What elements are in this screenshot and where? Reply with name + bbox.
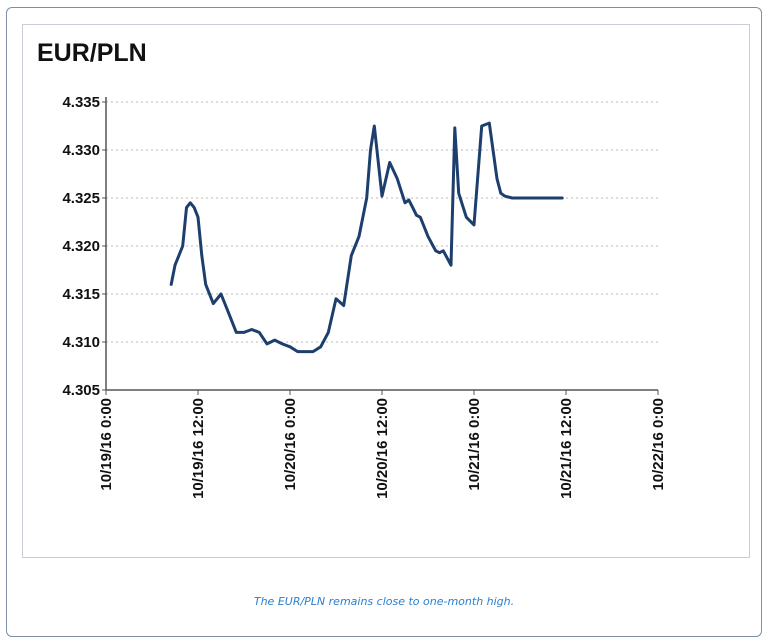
chart-frame: EUR/PLN 4.335 4.330 4.325 4.320 4.315 4.310 4.… [22,24,750,558]
x-tick-label: 10/21/16 0:00 [466,398,483,491]
y-tick-label: 4.330 [62,142,100,159]
x-tick-label: 10/21/16 12:00 [558,398,575,499]
x-tick-label: 10/19/16 12:00 [190,398,207,499]
y-tick-label: 4.320 [62,238,100,255]
y-tick-label: 4.315 [62,286,100,303]
y-tick-label: 4.310 [62,334,100,351]
y-tick-label: 4.325 [62,190,100,207]
series-line [169,121,564,354]
x-tick-label: 10/19/16 0:00 [98,398,115,491]
y-tick-label: 4.335 [62,94,100,111]
x-tick-label: 10/22/16 0:00 [650,398,667,491]
chart-svg: EUR/PLN 4.3354.3304.3254.3204.3154.3104.… [37,39,667,499]
x-tick-label: 10/20/16 0:00 [282,398,299,491]
y-tick-label: 4.305 [62,382,100,399]
x-tick-labels: 10/19/16 0:00 10/19/16 12:00 10/20/16 0:00… [98,398,667,499]
y-tick-labels: 4.335 4.330 4.325 4.320 4.315 4.310 4.305 [62,94,100,399]
axes [102,97,659,395]
chart-caption: The EUR/PLN remains close to one-month h… [253,595,515,608]
chart-title: EUR/PLN [37,39,147,67]
x-tick-label: 10/20/16 12:00 [374,398,391,499]
gridlines [106,101,658,343]
series-group [169,121,564,354]
